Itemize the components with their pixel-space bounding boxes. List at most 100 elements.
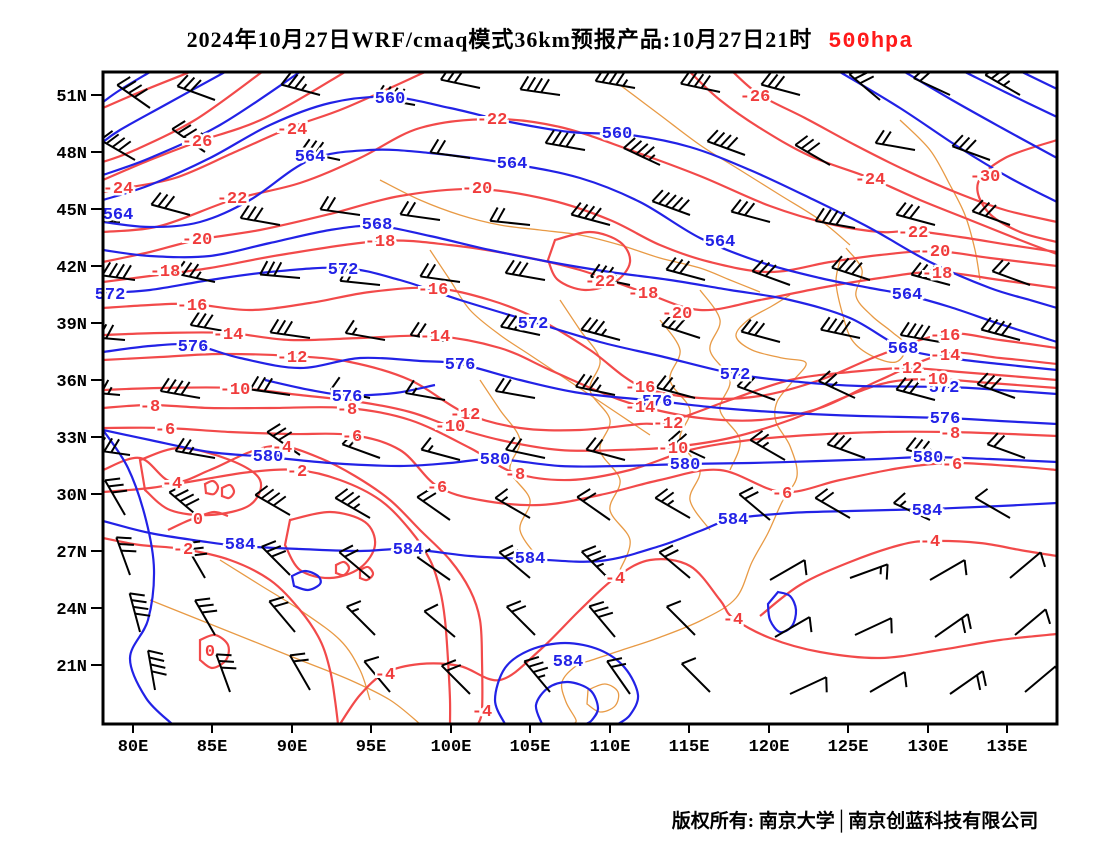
barb-shaft bbox=[160, 390, 201, 399]
barb-tick bbox=[381, 85, 392, 100]
barb-tick bbox=[597, 611, 614, 619]
barb-shaft bbox=[103, 448, 131, 456]
barb-tick bbox=[989, 377, 1002, 390]
contour-label: -6 bbox=[942, 456, 962, 475]
barb-shaft bbox=[500, 325, 541, 336]
barb-shaft bbox=[103, 390, 121, 396]
contour-label: -18 bbox=[628, 285, 659, 304]
map-border-line bbox=[699, 289, 741, 471]
barb-tick bbox=[528, 661, 544, 668]
wind-barb bbox=[980, 317, 1021, 341]
barb-half-tick bbox=[610, 274, 617, 282]
temp-contour-line bbox=[103, 403, 1057, 482]
barb-tick bbox=[173, 380, 184, 395]
barb-tick bbox=[984, 204, 997, 217]
barb-shaft bbox=[789, 676, 827, 695]
barb-tick bbox=[674, 317, 687, 331]
contour-label: 576 bbox=[332, 388, 363, 407]
barb-tick bbox=[174, 437, 185, 452]
temp-contour-line bbox=[103, 426, 1057, 507]
contour-label: 568 bbox=[362, 216, 393, 235]
contour-label: -4 bbox=[723, 611, 743, 630]
barb-tick bbox=[909, 205, 921, 219]
map-border-line bbox=[379, 179, 761, 293]
wind-barb bbox=[500, 313, 541, 336]
barb-tick bbox=[672, 258, 684, 273]
barb-tick bbox=[592, 438, 604, 453]
height-contour-line bbox=[1021, 72, 1057, 90]
barb-shaft bbox=[911, 273, 951, 286]
temp-contour-line bbox=[334, 560, 351, 577]
barb-tick bbox=[902, 378, 914, 393]
barb-tick bbox=[133, 88, 148, 98]
barb-tick bbox=[885, 564, 889, 580]
barb-tick bbox=[596, 265, 608, 279]
barb-tick bbox=[116, 536, 132, 540]
height-contour-line bbox=[493, 641, 640, 724]
contour-label: -10 bbox=[918, 371, 949, 390]
barb-shaft bbox=[405, 392, 446, 401]
wind-barb bbox=[150, 192, 191, 216]
barb-tick bbox=[181, 262, 193, 276]
wind-barb bbox=[409, 321, 451, 343]
barb-tick bbox=[820, 491, 835, 503]
temp-contour-line bbox=[732, 72, 1057, 224]
barb-tick bbox=[489, 207, 499, 222]
barb-tick bbox=[221, 666, 237, 670]
barb-shaft bbox=[168, 491, 201, 519]
barb-tick bbox=[188, 263, 200, 278]
barb-tick bbox=[253, 207, 264, 222]
barb-tick bbox=[890, 618, 893, 634]
height-contours bbox=[103, 72, 1057, 724]
barb-shaft bbox=[827, 443, 866, 459]
barb-shaft bbox=[104, 479, 126, 516]
wind-barb bbox=[147, 649, 167, 691]
wind-barb bbox=[623, 137, 661, 166]
barb-tick bbox=[131, 599, 147, 604]
wind-barb bbox=[751, 259, 791, 286]
barb-tick bbox=[168, 484, 184, 494]
contour-label: -14 bbox=[625, 399, 656, 418]
barb-tick bbox=[902, 203, 914, 218]
barb-shaft bbox=[595, 80, 636, 89]
map-border-line bbox=[835, 247, 907, 364]
wind-barb bbox=[404, 379, 446, 401]
barb-shaft bbox=[250, 388, 291, 396]
wind-barb bbox=[668, 430, 706, 459]
barb-tick bbox=[289, 652, 306, 657]
wind-barb bbox=[654, 488, 691, 519]
barb-shaft bbox=[194, 599, 216, 636]
barb-tick bbox=[276, 319, 287, 334]
barb-tick bbox=[330, 376, 341, 391]
wind-barb bbox=[814, 488, 851, 519]
wind-barb bbox=[590, 263, 631, 286]
wind-barb bbox=[820, 316, 861, 339]
barb-tick bbox=[660, 491, 675, 503]
barb-tick bbox=[996, 72, 1011, 83]
barb-tick bbox=[103, 437, 113, 452]
barb-shaft bbox=[1024, 665, 1057, 693]
wind-barb bbox=[984, 72, 1021, 96]
barb-tick bbox=[974, 488, 989, 499]
barb-tick bbox=[833, 434, 846, 448]
temp-contour-line bbox=[339, 558, 1057, 724]
barb-tick bbox=[540, 78, 550, 93]
barb-tick bbox=[103, 323, 108, 339]
barb-shaft bbox=[1014, 608, 1047, 636]
barb-tick bbox=[980, 317, 992, 331]
barb-tick bbox=[662, 376, 674, 391]
wind-barb bbox=[706, 129, 746, 156]
barb-tick bbox=[594, 320, 606, 334]
wind-barb bbox=[585, 437, 626, 461]
wind-barb bbox=[974, 488, 1011, 519]
barb-tick bbox=[189, 311, 200, 326]
barb-tick bbox=[743, 376, 756, 390]
barb-tick bbox=[544, 129, 555, 144]
barb-tick bbox=[654, 488, 669, 499]
barb-shaft bbox=[410, 334, 451, 343]
barb-shaft bbox=[913, 77, 951, 96]
barb-shaft bbox=[346, 606, 376, 636]
barb-tick bbox=[498, 544, 514, 554]
wind-barb bbox=[441, 659, 471, 695]
